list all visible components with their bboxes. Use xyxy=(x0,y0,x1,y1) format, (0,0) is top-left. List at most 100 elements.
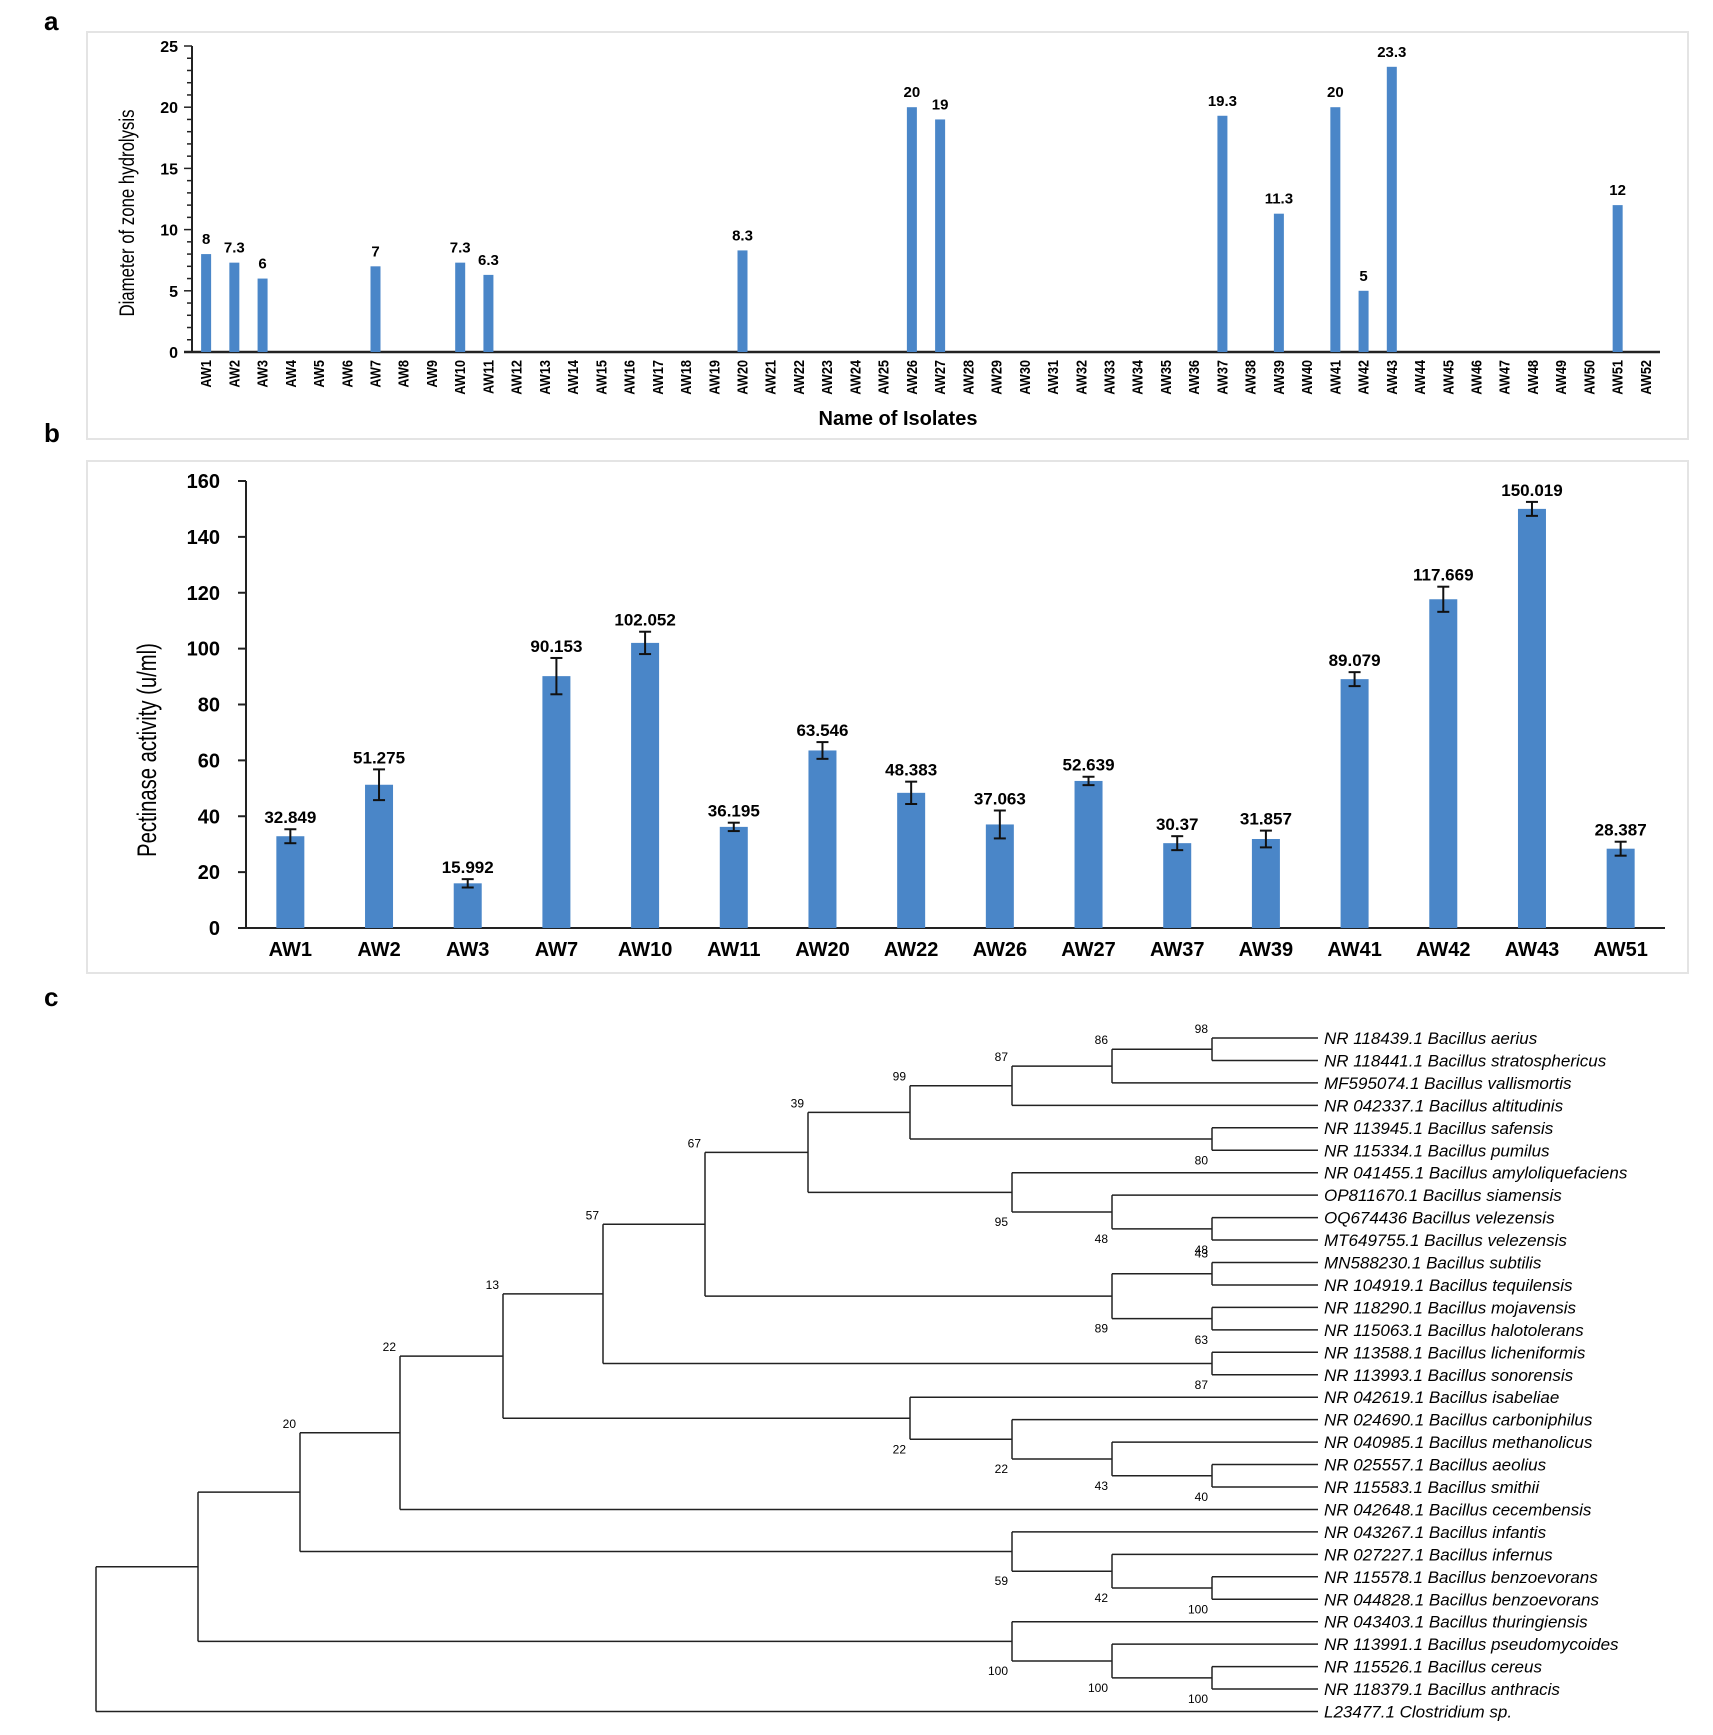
tree-leaf-label: NR 025557.1 Bacillus aeolius xyxy=(1324,1456,1547,1475)
error-bar-AW42 xyxy=(1437,585,1450,613)
x-tick-label-AW12: AW12 xyxy=(508,360,525,395)
x-tick-label-AW3: AW3 xyxy=(446,939,489,961)
bar-AW27 xyxy=(1074,780,1103,928)
data-label-AW1: 32.849 xyxy=(264,808,316,827)
bar-AW3 xyxy=(453,883,482,928)
tree-leaf-label: NR 024690.1 Bacillus carboniphilus xyxy=(1324,1411,1593,1430)
y-tick-label: 10 xyxy=(160,223,178,240)
tree-leaf-label: NR 115578.1 Bacillus benzoevorans xyxy=(1324,1568,1598,1587)
bar-AW43 xyxy=(1386,66,1397,353)
tree-leaf-label: NR 115063.1 Bacillus halotolerans xyxy=(1324,1321,1584,1340)
x-tick-label-AW26: AW26 xyxy=(903,360,920,395)
error-bar-AW51 xyxy=(1614,840,1627,857)
error-bar-AW37 xyxy=(1171,835,1184,852)
data-label-AW27: 52.639 xyxy=(1063,756,1115,775)
panel-label-a: a xyxy=(44,6,59,36)
bar-AW10 xyxy=(455,262,466,352)
bar-AW39 xyxy=(1273,213,1284,352)
bootstrap-value: 100 xyxy=(1088,1681,1108,1695)
x-tick-label-AW50: AW50 xyxy=(1580,360,1597,395)
bar-AW42 xyxy=(1358,290,1369,352)
bar-AW3 xyxy=(257,278,268,352)
data-label-AW11: 36.195 xyxy=(708,802,760,821)
y-tick-label: 0 xyxy=(209,918,220,940)
tree-leaf-label: NR 118441.1 Bacillus stratosphericus xyxy=(1324,1051,1607,1070)
bar-AW41 xyxy=(1330,107,1341,352)
y-axis-title: Pectinase activity (u/ml) xyxy=(132,643,163,857)
chart-a-frame xyxy=(86,31,1689,440)
bootstrap-value: 89 xyxy=(1095,1322,1109,1336)
x-tick-label-AW51: AW51 xyxy=(1609,360,1626,395)
data-label-AW1: 8 xyxy=(202,231,210,248)
x-tick-label-AW34: AW34 xyxy=(1129,360,1146,395)
tree-leaf-label: NR 115526.1 Bacillus cereus xyxy=(1324,1658,1542,1677)
x-tick-label-AW20: AW20 xyxy=(795,939,849,961)
x-tick-label-AW14: AW14 xyxy=(564,360,581,395)
error-bar-AW10 xyxy=(639,630,652,656)
x-tick-label-AW6: AW6 xyxy=(338,360,355,388)
x-tick-label-AW22: AW22 xyxy=(790,360,807,395)
error-bar-AW41 xyxy=(1348,671,1361,688)
tree-leaf-label: NR 118379.1 Bacillus anthracis xyxy=(1324,1680,1560,1699)
bootstrap-value: 20 xyxy=(283,1417,297,1431)
tree-leaf-label: NR 042337.1 Bacillus altitudinis xyxy=(1324,1096,1564,1115)
error-bar-AW39 xyxy=(1259,829,1272,849)
data-label-AW26: 37.063 xyxy=(974,789,1026,808)
x-tick-label-AW24: AW24 xyxy=(846,360,863,395)
y-tick-label: 80 xyxy=(198,695,220,717)
tree-leaf-label: NR 115583.1 Bacillus smithii xyxy=(1324,1478,1540,1497)
y-tick-label: 20 xyxy=(198,862,220,884)
error-bar-AW43 xyxy=(1525,500,1538,517)
x-tick-label-AW48: AW48 xyxy=(1524,360,1541,395)
tree-leaf-label: NR 118439.1 Bacillus aerius xyxy=(1324,1029,1538,1048)
error-bar-AW1 xyxy=(284,828,297,845)
x-tick-label-AW32: AW32 xyxy=(1072,360,1089,395)
tree-leaf-label: NR 113991.1 Bacillus pseudomycoides xyxy=(1324,1635,1619,1654)
tree-leaf-label: MF595074.1 Bacillus vallismortis xyxy=(1324,1074,1572,1093)
tree-leaf-label: NR 041455.1 Bacillus amyloliquefaciens xyxy=(1324,1164,1628,1183)
x-tick-label-AW27: AW27 xyxy=(931,360,948,395)
bar-AW11 xyxy=(483,274,494,352)
error-bar-AW7 xyxy=(550,656,563,696)
x-tick-label-AW18: AW18 xyxy=(677,360,694,395)
x-tick-label-AW27: AW27 xyxy=(1061,939,1115,961)
x-tick-label-AW39: AW39 xyxy=(1239,939,1293,961)
bootstrap-value: 80 xyxy=(1195,1153,1209,1167)
y-tick-label: 20 xyxy=(160,100,178,117)
x-tick-label-AW51: AW51 xyxy=(1593,939,1647,961)
x-tick-label-AW37: AW37 xyxy=(1213,360,1230,395)
data-label-AW7: 7 xyxy=(371,243,379,260)
x-tick-label-AW38: AW38 xyxy=(1242,360,1259,395)
x-tick-label-AW52: AW52 xyxy=(1637,360,1654,395)
bar-AW37 xyxy=(1163,843,1192,928)
x-tick-label-AW46: AW46 xyxy=(1467,360,1484,395)
data-label-AW37: 19.3 xyxy=(1208,93,1237,110)
tree-leaf-label: MN588230.1 Bacillus subtilis xyxy=(1324,1254,1542,1273)
y-tick-label: 0 xyxy=(169,345,178,362)
error-bar-AW27 xyxy=(1082,775,1095,787)
data-label-AW10: 7.3 xyxy=(450,240,471,257)
bootstrap-value: 87 xyxy=(1195,1378,1209,1392)
x-tick-label-AW15: AW15 xyxy=(592,360,609,395)
y-tick-label: 40 xyxy=(198,806,220,828)
x-tick-label-AW44: AW44 xyxy=(1411,360,1428,395)
bootstrap-value: 22 xyxy=(893,1442,907,1456)
tree-leaf-label: MT649755.1 Bacillus velezensis xyxy=(1324,1231,1567,1250)
x-tick-label-AW2: AW2 xyxy=(225,360,242,388)
x-tick-label-AW11: AW11 xyxy=(479,360,496,394)
bootstrap-value: 100 xyxy=(1188,1692,1208,1706)
x-tick-label-AW1: AW1 xyxy=(269,939,312,961)
bootstrap-value: 43 xyxy=(1195,1247,1209,1261)
data-label-AW20: 8.3 xyxy=(732,227,753,244)
x-tick-label-AW25: AW25 xyxy=(875,360,892,395)
data-label-AW39: 11.3 xyxy=(1265,191,1293,208)
error-bar-AW11 xyxy=(727,821,740,833)
bootstrap-value: 67 xyxy=(688,1136,702,1150)
error-bar-AW22 xyxy=(905,780,918,806)
bootstrap-value: 22 xyxy=(383,1340,397,1354)
x-tick-label-AW31: AW31 xyxy=(1044,360,1061,395)
x-tick-label-AW19: AW19 xyxy=(705,360,722,395)
data-label-AW41: 89.079 xyxy=(1329,651,1381,670)
bootstrap-value: 22 xyxy=(995,1462,1009,1476)
